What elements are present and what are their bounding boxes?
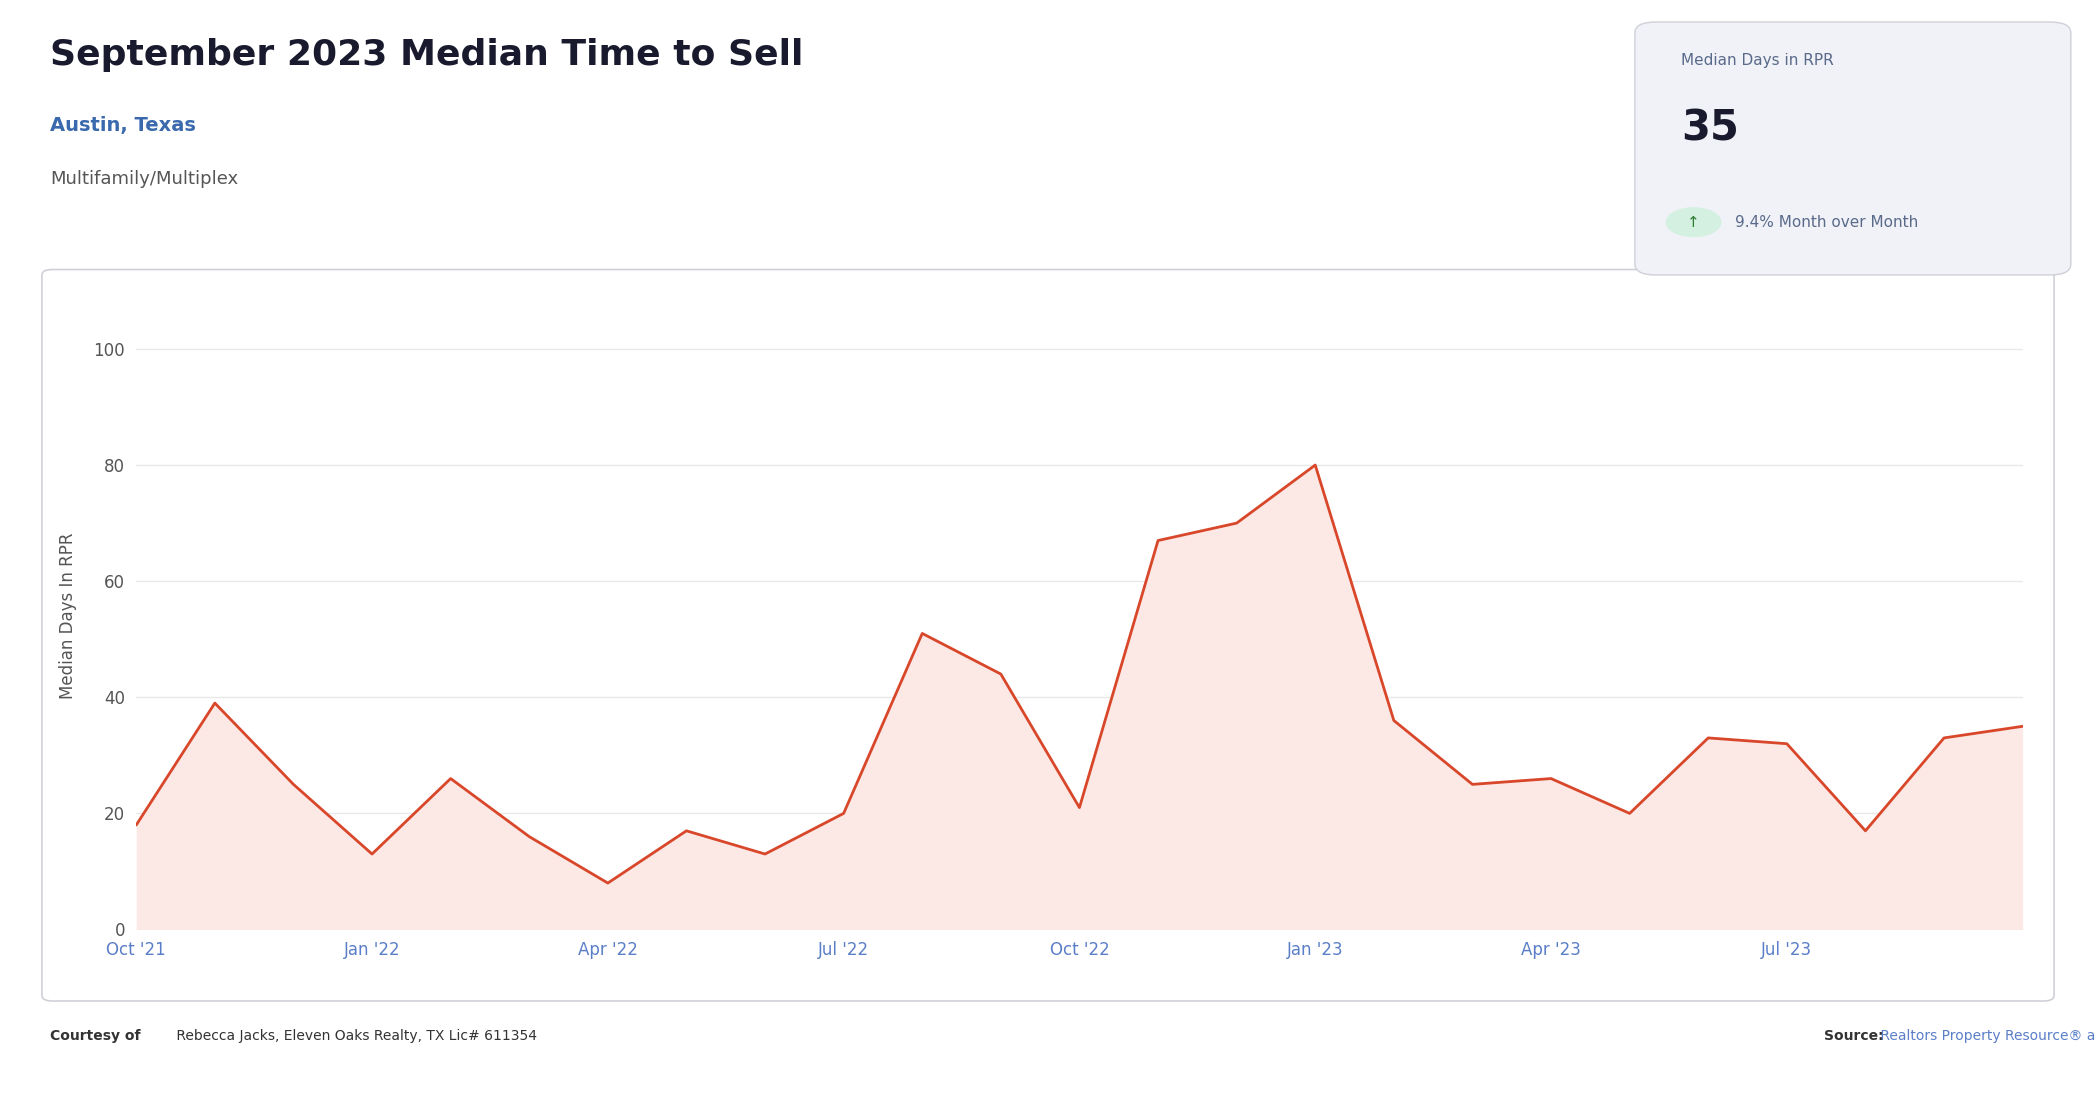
Y-axis label: Median Days In RPR: Median Days In RPR: [59, 532, 78, 700]
Text: September 2023 Median Time to Sell: September 2023 Median Time to Sell: [50, 39, 803, 73]
Text: ↑: ↑: [1687, 214, 1700, 230]
Text: Source:: Source:: [1824, 1028, 1882, 1043]
Text: Realtors Property Resource® analysis based on Listings: Realtors Property Resource® analysis bas…: [1876, 1028, 2096, 1043]
Text: Austin, Texas: Austin, Texas: [50, 116, 197, 134]
Text: 9.4% Month over Month: 9.4% Month over Month: [1735, 214, 1918, 230]
Text: Median Days in RPR: Median Days in RPR: [1681, 53, 1834, 68]
Text: 35: 35: [1681, 108, 1740, 150]
Text: Rebecca Jacks, Eleven Oaks Realty, TX Lic# 611354: Rebecca Jacks, Eleven Oaks Realty, TX Li…: [172, 1028, 537, 1043]
Text: Courtesy of: Courtesy of: [50, 1028, 140, 1043]
Text: Multifamily/Multiplex: Multifamily/Multiplex: [50, 170, 239, 188]
